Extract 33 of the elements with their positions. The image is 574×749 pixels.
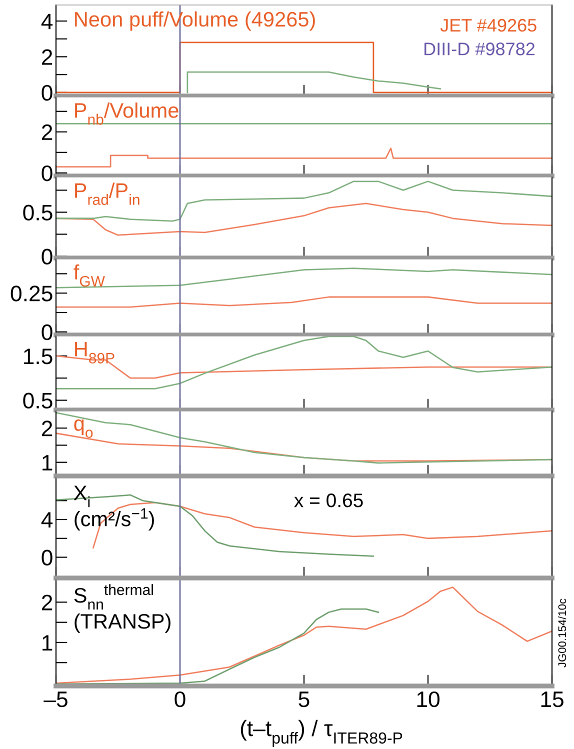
chart-title: Snnthermal (TRANSP) bbox=[74, 584, 170, 633]
series-label: DIII-D #98782 bbox=[424, 42, 535, 56]
x-tick-label: –5 bbox=[44, 692, 68, 708]
y-tick-label: 0 bbox=[42, 550, 52, 566]
y-tick-label: 0 bbox=[42, 165, 52, 182]
y-tick-label: 4 bbox=[41, 512, 53, 528]
y-tick-label: 4 bbox=[41, 14, 53, 30]
y-tick-label: 0 bbox=[42, 84, 52, 101]
x-tick-label: 0 bbox=[174, 691, 186, 708]
line-series bbox=[186, 71, 442, 94]
line-series bbox=[56, 296, 552, 308]
text: JET #49265 bbox=[440, 18, 536, 32]
y-tick-label: 2 bbox=[42, 49, 52, 65]
x-tick-label: 5 bbox=[298, 692, 310, 708]
y-tick-label: 2 bbox=[42, 420, 52, 436]
line-series bbox=[56, 412, 552, 464]
y-tick-label: 2 bbox=[42, 124, 52, 140]
y-tick-label: 0.5 bbox=[23, 392, 52, 409]
y-tick-label: 1 bbox=[42, 635, 52, 651]
y-tick-label: 2 bbox=[42, 594, 52, 610]
y-tick-label: 0.25 bbox=[10, 286, 52, 302]
line-series bbox=[56, 148, 552, 168]
text: JG00.154/10c bbox=[558, 598, 566, 668]
line-series bbox=[56, 180, 552, 222]
y-tick-label: 0.5 bbox=[23, 204, 52, 220]
y-tick-label: 0 bbox=[42, 324, 52, 340]
x-tick-label: 15 bbox=[541, 692, 564, 708]
y-tick-label: 0 bbox=[42, 248, 52, 265]
annotation: x = 0.65 bbox=[294, 494, 363, 508]
line-series bbox=[56, 336, 552, 390]
y-tick-label: 1.5 bbox=[24, 348, 52, 364]
x-tick-label: 10 bbox=[417, 691, 440, 708]
y-tick-label: 1 bbox=[42, 455, 52, 470]
